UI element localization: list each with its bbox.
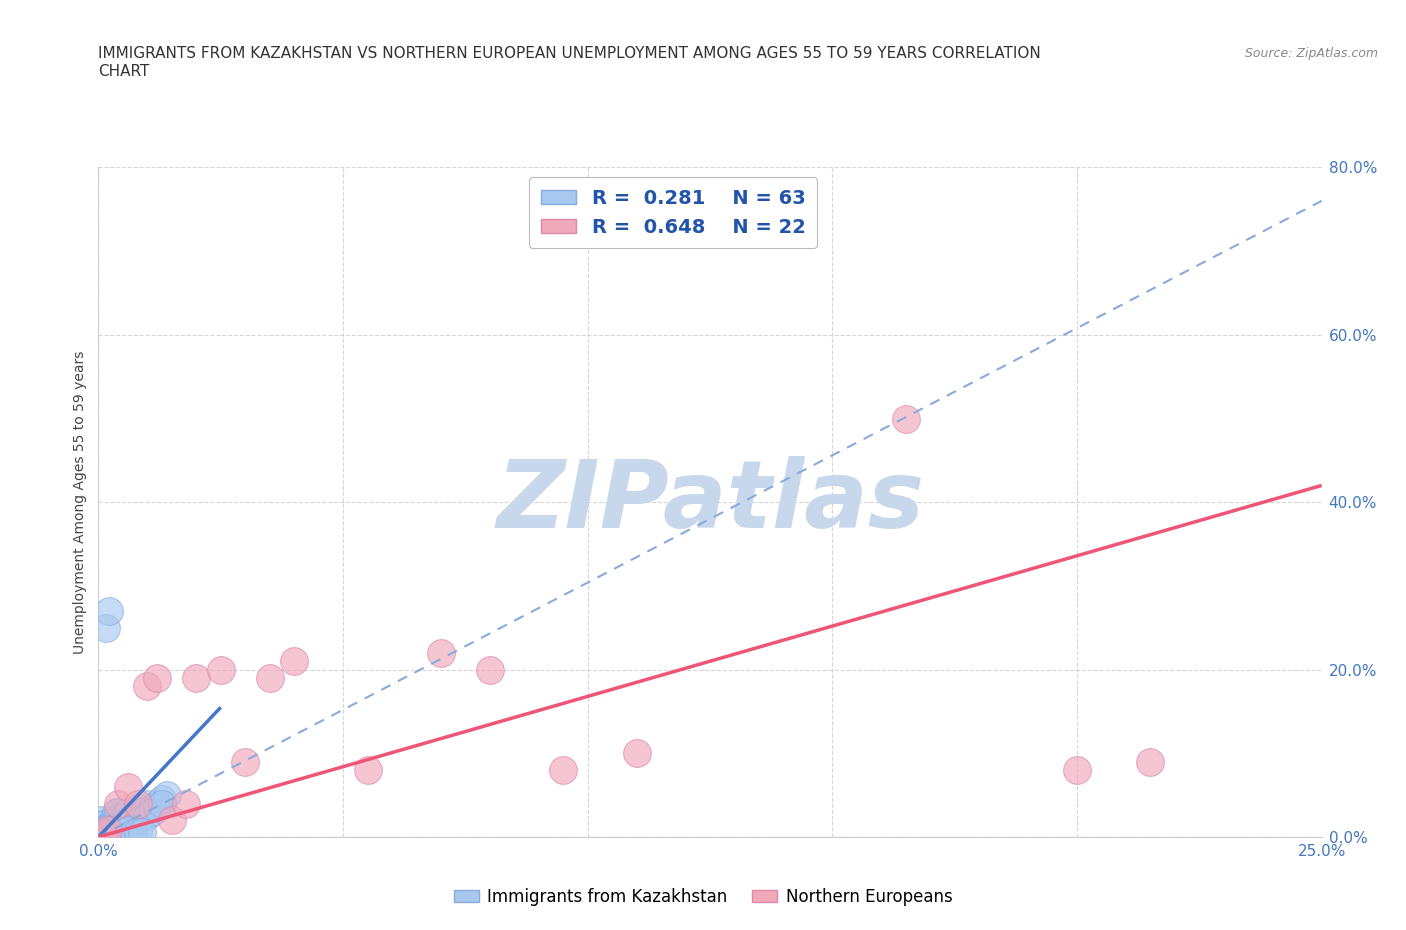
Legend: R =  0.281    N = 63, R =  0.648    N = 22: R = 0.281 N = 63, R = 0.648 N = 22 <box>530 177 817 248</box>
Point <box>141 800 163 815</box>
Point <box>90 825 112 840</box>
Point <box>96 823 118 838</box>
Point <box>91 823 114 838</box>
Point <box>186 671 208 685</box>
Point <box>131 804 153 819</box>
Point <box>101 817 124 832</box>
Point <box>93 823 115 838</box>
Point <box>117 804 139 819</box>
Point <box>141 804 163 819</box>
Point <box>96 823 118 838</box>
Point <box>117 804 139 819</box>
Point <box>136 796 159 811</box>
Y-axis label: Unemployment Among Ages 55 to 59 years: Unemployment Among Ages 55 to 59 years <box>73 351 87 654</box>
Point <box>176 796 198 811</box>
Point <box>478 662 501 677</box>
Point <box>91 817 114 832</box>
Point <box>1139 754 1161 769</box>
Point <box>1066 763 1088 777</box>
Point <box>91 826 114 841</box>
Point <box>160 813 183 828</box>
Point <box>131 825 153 840</box>
Point <box>111 825 134 840</box>
Point <box>146 796 169 811</box>
Point <box>127 813 149 828</box>
Point <box>97 821 120 836</box>
Point <box>430 645 453 660</box>
Point <box>90 826 112 841</box>
Point <box>894 411 917 426</box>
Point <box>136 809 159 824</box>
Point <box>91 824 114 839</box>
Point <box>209 662 232 677</box>
Point <box>94 825 117 840</box>
Point <box>91 826 114 841</box>
Point <box>233 754 256 769</box>
Point <box>98 825 121 840</box>
Point <box>100 817 122 832</box>
Point <box>156 788 179 803</box>
Point <box>97 826 120 841</box>
Point <box>127 796 149 811</box>
Point <box>111 817 134 832</box>
Point <box>100 824 122 839</box>
Point <box>150 796 173 811</box>
Point <box>89 827 111 842</box>
Point <box>104 804 127 819</box>
Point <box>283 654 305 669</box>
Point <box>110 809 132 824</box>
Point <box>94 620 117 635</box>
Point <box>150 792 173 807</box>
Point <box>93 817 115 832</box>
Point <box>107 824 129 839</box>
Point <box>91 823 114 838</box>
Legend: Immigrants from Kazakhstan, Northern Europeans: Immigrants from Kazakhstan, Northern Eur… <box>447 881 959 912</box>
Point <box>127 800 149 815</box>
Point <box>107 804 129 819</box>
Point <box>97 823 120 838</box>
Point <box>89 826 111 841</box>
Point <box>98 604 121 618</box>
Point <box>97 821 120 836</box>
Point <box>259 671 281 685</box>
Point <box>101 813 124 828</box>
Point <box>121 809 143 824</box>
Text: ZIPatlas: ZIPatlas <box>496 457 924 548</box>
Point <box>107 796 129 811</box>
Point <box>117 779 139 794</box>
Point <box>136 679 159 694</box>
Point <box>120 813 142 828</box>
Point <box>127 824 149 839</box>
Point <box>114 809 136 824</box>
Text: Source: ZipAtlas.com: Source: ZipAtlas.com <box>1244 46 1378 60</box>
Point <box>626 746 648 761</box>
Point <box>111 813 134 828</box>
Point <box>91 813 114 828</box>
Point <box>90 826 112 841</box>
Point <box>104 821 127 836</box>
Point <box>101 823 124 838</box>
Point <box>94 821 117 836</box>
Point <box>117 823 139 838</box>
Point <box>124 813 146 828</box>
Point <box>107 813 129 828</box>
Point <box>146 671 169 685</box>
Point <box>94 821 117 836</box>
Point <box>90 826 112 841</box>
Point <box>131 804 153 819</box>
Text: IMMIGRANTS FROM KAZAKHSTAN VS NORTHERN EUROPEAN UNEMPLOYMENT AMONG AGES 55 TO 59: IMMIGRANTS FROM KAZAKHSTAN VS NORTHERN E… <box>98 46 1042 79</box>
Point <box>356 763 378 777</box>
Point <box>121 809 143 824</box>
Point <box>553 763 575 777</box>
Point <box>121 826 143 841</box>
Point <box>146 800 169 815</box>
